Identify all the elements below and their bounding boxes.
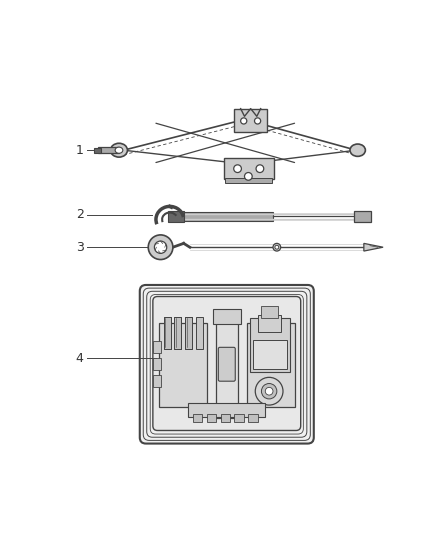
Text: 3: 3	[76, 241, 84, 254]
Bar	[261, 306, 278, 318]
Circle shape	[273, 244, 281, 251]
FancyBboxPatch shape	[140, 285, 314, 443]
Circle shape	[255, 377, 283, 405]
Bar	[248, 414, 258, 422]
Bar	[94, 148, 100, 152]
Bar	[153, 358, 161, 370]
Text: 2: 2	[76, 208, 84, 221]
Bar	[185, 317, 192, 349]
Bar	[174, 317, 181, 349]
Bar	[250, 318, 290, 372]
Polygon shape	[364, 244, 383, 251]
Bar	[164, 317, 170, 349]
Bar	[164, 317, 170, 349]
Circle shape	[234, 165, 241, 173]
Circle shape	[254, 118, 261, 124]
Bar	[253, 340, 287, 369]
Bar	[247, 324, 294, 407]
Bar	[224, 158, 274, 180]
Circle shape	[265, 387, 273, 395]
Circle shape	[148, 235, 173, 260]
Circle shape	[256, 165, 264, 173]
Circle shape	[275, 245, 279, 249]
Circle shape	[155, 241, 167, 253]
Bar	[188, 403, 265, 417]
Bar	[225, 178, 272, 182]
Bar	[174, 317, 181, 349]
FancyBboxPatch shape	[218, 348, 235, 381]
Bar	[207, 414, 216, 422]
Bar	[234, 109, 267, 132]
Circle shape	[244, 173, 252, 180]
Bar	[98, 147, 119, 154]
Bar	[193, 414, 202, 422]
Circle shape	[240, 118, 247, 124]
Bar	[159, 324, 207, 407]
Bar	[168, 211, 184, 222]
Ellipse shape	[110, 143, 127, 157]
Circle shape	[261, 384, 277, 399]
Bar	[258, 315, 281, 332]
Text: 4: 4	[76, 352, 84, 365]
Bar	[180, 212, 273, 221]
Bar	[153, 341, 161, 353]
Bar	[185, 317, 192, 349]
Bar	[221, 414, 230, 422]
Text: 1: 1	[76, 144, 84, 157]
Bar	[216, 310, 237, 418]
Ellipse shape	[350, 144, 365, 156]
FancyBboxPatch shape	[153, 296, 301, 431]
Ellipse shape	[115, 147, 123, 154]
Bar	[354, 211, 371, 222]
Bar	[234, 414, 244, 422]
Bar	[213, 309, 240, 324]
Bar	[196, 317, 203, 349]
Bar	[153, 375, 161, 387]
